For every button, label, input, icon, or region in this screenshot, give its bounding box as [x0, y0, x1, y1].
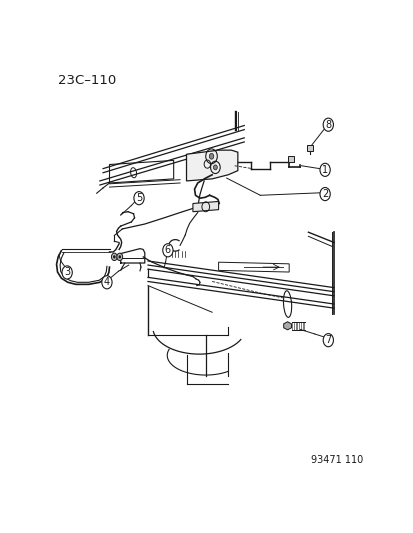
Circle shape — [102, 276, 112, 289]
Circle shape — [213, 165, 217, 170]
Circle shape — [116, 253, 122, 261]
Text: 2: 2 — [321, 189, 328, 199]
Text: 3: 3 — [64, 268, 70, 278]
Circle shape — [62, 266, 72, 279]
Polygon shape — [287, 156, 293, 163]
Text: 7: 7 — [325, 335, 331, 345]
Polygon shape — [192, 201, 218, 212]
Circle shape — [323, 118, 332, 131]
Polygon shape — [186, 150, 237, 181]
Circle shape — [209, 154, 213, 159]
Circle shape — [323, 334, 332, 347]
Text: 93471 110: 93471 110 — [310, 455, 362, 465]
Polygon shape — [109, 160, 173, 183]
Circle shape — [162, 244, 173, 257]
Circle shape — [113, 255, 115, 259]
Text: 6: 6 — [164, 245, 171, 255]
Polygon shape — [306, 145, 313, 151]
Text: 23C–110: 23C–110 — [58, 74, 116, 87]
Text: 8: 8 — [325, 120, 330, 130]
Polygon shape — [283, 322, 291, 330]
Circle shape — [319, 163, 330, 176]
Circle shape — [118, 255, 121, 259]
Polygon shape — [218, 262, 288, 272]
Circle shape — [111, 253, 117, 261]
Text: 4: 4 — [104, 277, 110, 287]
Text: 5: 5 — [135, 193, 142, 203]
Circle shape — [319, 188, 330, 200]
Circle shape — [133, 191, 144, 205]
Text: 1: 1 — [321, 165, 328, 175]
